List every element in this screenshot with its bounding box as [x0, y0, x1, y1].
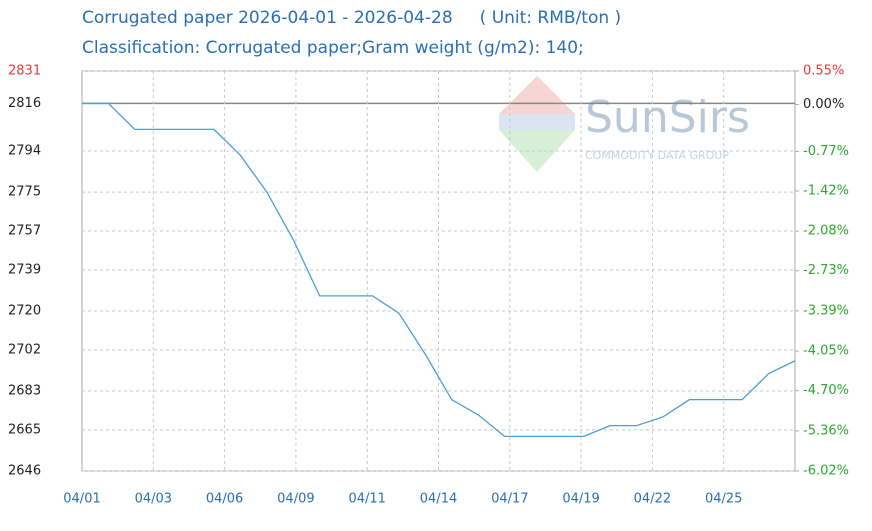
y2-tick-label: -3.39%	[803, 303, 849, 318]
x-tick-label: 04/06	[206, 492, 243, 507]
y-tick-label: 2794	[8, 144, 41, 159]
y2-tick-label: -2.08%	[803, 224, 849, 239]
x-tick-label: 04/25	[705, 492, 742, 507]
y2-tick-label: 0.00%	[803, 97, 844, 112]
y2-tick-label: -4.05%	[803, 344, 849, 359]
chart-title: Corrugated paper 2026-04-01 - 2026-04-28…	[82, 8, 621, 28]
x-tick-label: 04/03	[135, 492, 172, 507]
x-tick-label: 04/22	[634, 492, 671, 507]
y-tick-label: 2683	[8, 384, 41, 399]
chart-subtitle: Classification: Corrugated paper;Gram we…	[82, 38, 584, 58]
watermark: SunSirs	[585, 92, 750, 143]
line	[82, 102, 796, 438]
y-tick-label: 2739	[8, 262, 41, 277]
y2-tick-label: -6.02%	[803, 464, 849, 479]
y2-tick-label: -5.36%	[803, 423, 849, 438]
y2-tick-label: -4.70%	[803, 383, 849, 398]
x-tick-label: 04/14	[420, 492, 457, 507]
watermark-logo	[499, 76, 575, 172]
x-tick-label: 04/11	[348, 492, 385, 507]
y2-tick-label: -2.73%	[803, 263, 849, 278]
y-tick-label: 2720	[8, 304, 41, 319]
x-tick-label: 04/17	[491, 492, 528, 507]
x-tick-label: 04/09	[277, 492, 314, 507]
y-tick-label: 2665	[8, 422, 41, 437]
y2-tick-label: -1.42%	[803, 183, 849, 198]
y-tick-label: 2702	[8, 342, 41, 357]
y-tick-label: 2757	[8, 224, 41, 239]
y-tick-label: 2646	[8, 464, 41, 479]
y-tick-label: 2775	[8, 185, 41, 200]
x-tick-label: 04/19	[562, 492, 599, 507]
y2-tick-label: 0.55%	[803, 64, 844, 79]
x-tick-label: 04/01	[63, 492, 100, 507]
y2-tick-label: -0.77%	[803, 144, 849, 159]
watermark-sub: COMMODITY DATA GROUP	[585, 149, 729, 162]
y-tick-label: 2831	[8, 64, 41, 79]
y-tick-label: 2816	[8, 96, 41, 111]
